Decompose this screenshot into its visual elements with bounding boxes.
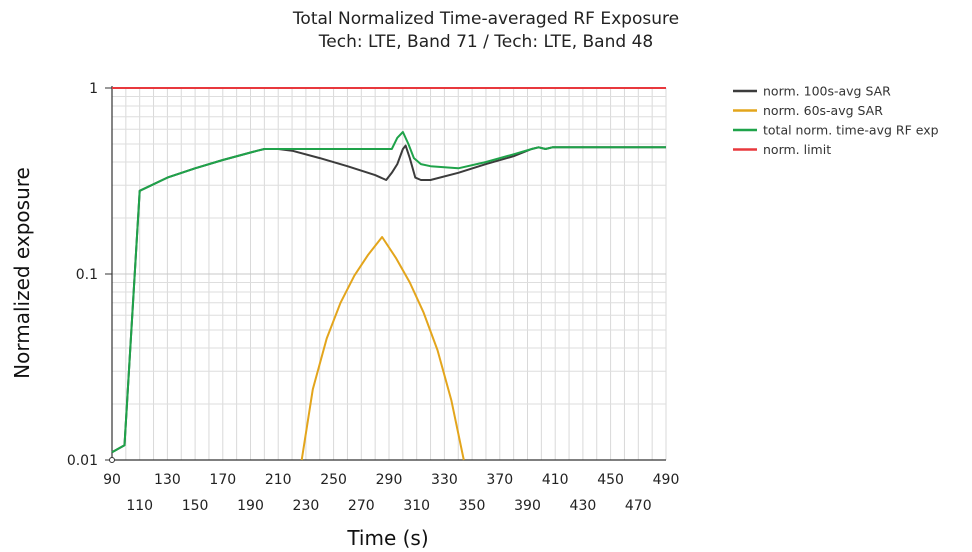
x-tick-label: 90 [103, 472, 121, 488]
chart-title: Total Normalized Time-averaged RF Exposu… [292, 9, 679, 29]
x-tick-label: 310 [403, 498, 430, 514]
legend: norm. 100s-avg SAR norm. 60s-avg SAR total… [733, 84, 939, 157]
axes [111, 86, 666, 461]
x-tick-label: 330 [431, 472, 458, 488]
x-tick-label: 370 [486, 472, 513, 488]
x-tick-label: 470 [625, 498, 652, 514]
x-tick-label: 430 [570, 498, 597, 514]
x-tick-label: 270 [348, 498, 375, 514]
legend-label: total norm. time-avg RF exp [763, 123, 939, 138]
origin-marker [109, 457, 115, 463]
grid [111, 87, 667, 461]
x-tick-label: 110 [126, 498, 153, 514]
tick-labels: 90 11013015017019021023025027029031033035… [67, 81, 680, 514]
x-tick-label: 350 [459, 498, 486, 514]
x-tick-label: 230 [293, 498, 320, 514]
x-tick-label: 150 [182, 498, 209, 514]
x-tick-label: 210 [265, 472, 292, 488]
legend-label: norm. limit [763, 142, 831, 157]
x-tick-label: 390 [514, 498, 541, 514]
legend-label: norm. 60s-avg SAR [763, 103, 883, 118]
series-lines [109, 87, 666, 463]
x-tick-label: 170 [209, 472, 236, 488]
y-tick-label: 1 [89, 81, 98, 97]
y-axis-label: Normalized exposure [10, 167, 34, 379]
chart-subtitle: Tech: LTE, Band 71 / Tech: LTE, Band 48 [318, 32, 653, 52]
series-line [300, 236, 465, 461]
y-tick-label: 0.1 [76, 267, 98, 283]
x-tick-label: 490 [653, 472, 680, 488]
x-tick-label: 250 [320, 472, 347, 488]
x-tick-label: 190 [237, 498, 264, 514]
x-tick-label: 410 [542, 472, 569, 488]
x-tick-label: 450 [597, 472, 624, 488]
y-tick-label: 0.01 [67, 453, 98, 469]
x-axis-label: Time (s) [346, 526, 428, 550]
series-line [111, 131, 666, 454]
legend-label: norm. 100s-avg SAR [763, 84, 891, 99]
x-tick-label: 290 [376, 472, 403, 488]
x-tick-label: 130 [154, 472, 181, 488]
